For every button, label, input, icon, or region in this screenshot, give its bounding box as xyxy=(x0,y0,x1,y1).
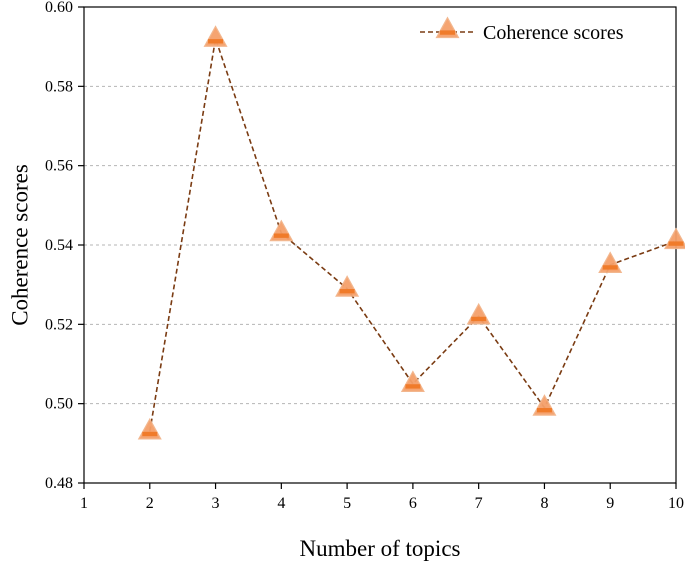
y-tick-label: 0.48 xyxy=(45,475,73,492)
x-tick-label: 1 xyxy=(80,495,88,512)
data-point xyxy=(137,417,162,440)
series-line xyxy=(148,38,677,432)
y-axis-title: Coherence scores xyxy=(7,164,32,326)
legend-label: Coherence scores xyxy=(483,22,624,44)
legend: Coherence scores xyxy=(420,16,624,44)
grid-lines xyxy=(84,85,676,405)
y-tick-label: 0.52 xyxy=(45,316,73,333)
x-tick-label: 8 xyxy=(540,495,548,512)
x-tick-label: 6 xyxy=(409,495,417,512)
data-point xyxy=(466,302,491,325)
data-point xyxy=(598,251,623,273)
x-tick-label: 9 xyxy=(606,495,614,512)
x-axis-title: Number of topics xyxy=(300,536,461,561)
x-tick-label: 10 xyxy=(668,495,684,512)
data-point xyxy=(663,227,685,250)
x-tick-label: 2 xyxy=(146,495,154,512)
legend-marker xyxy=(435,16,460,39)
x-tick-label: 4 xyxy=(277,495,285,512)
x-tick-label: 7 xyxy=(475,495,483,512)
x-tick-label: 3 xyxy=(212,495,220,512)
x-tick-label: 5 xyxy=(343,495,351,512)
data-point xyxy=(203,25,228,47)
data-point xyxy=(400,370,425,392)
y-tick-label: 0.56 xyxy=(45,158,73,175)
series-group xyxy=(137,25,685,440)
y-tick-label: 0.54 xyxy=(45,237,73,254)
y-tick-label: 0.60 xyxy=(45,0,73,16)
y-tick-label: 0.58 xyxy=(45,78,73,95)
y-axis: 0.48 0.50 0.52 0.54 0.56 0.58 0.60 xyxy=(45,0,84,492)
data-point xyxy=(532,394,557,416)
y-tick-label: 0.50 xyxy=(45,396,73,413)
data-point xyxy=(335,275,360,297)
data-point xyxy=(269,219,294,242)
x-axis: 1 2 3 4 5 6 7 8 9 10 xyxy=(80,483,684,512)
